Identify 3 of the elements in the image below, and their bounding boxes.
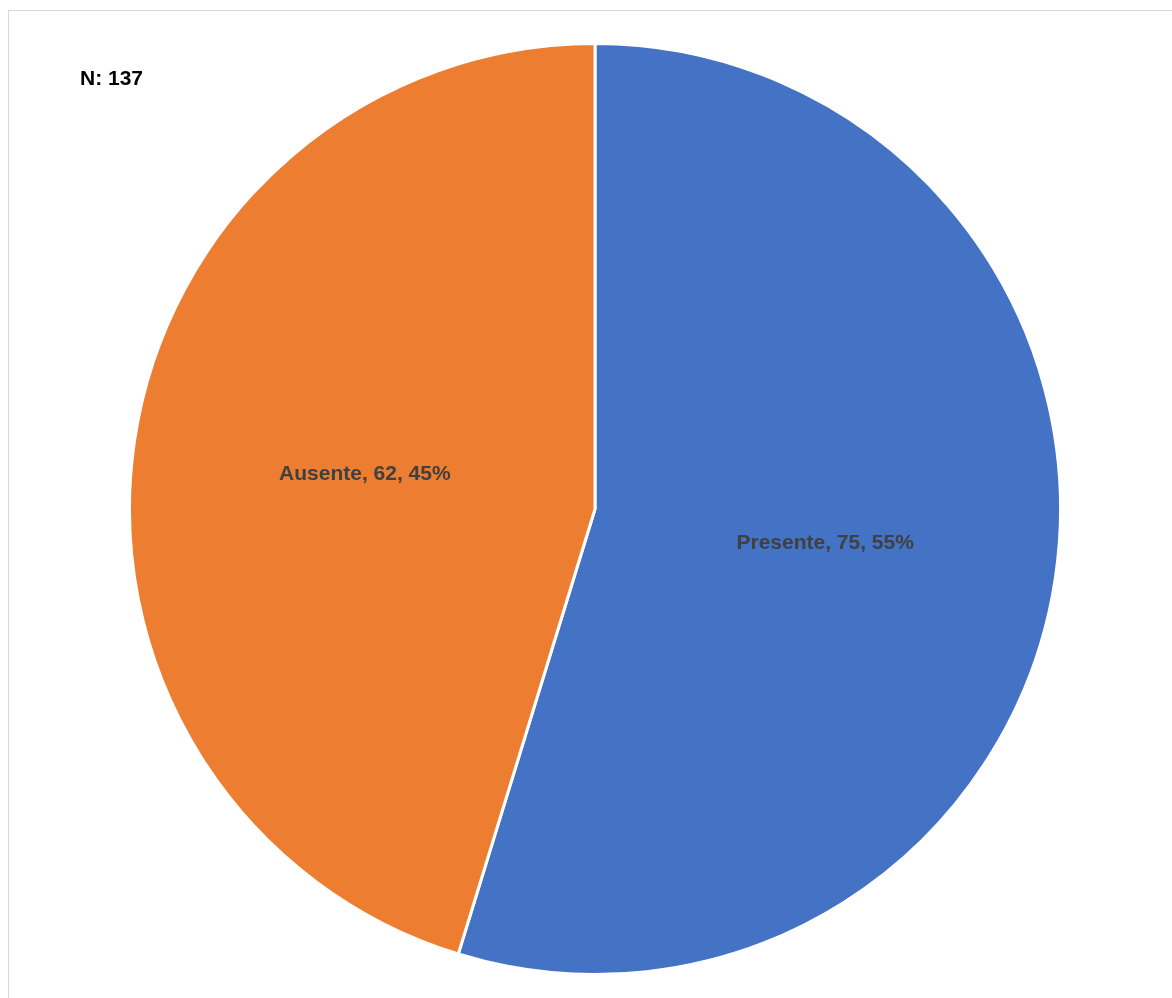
text: N: 137: [80, 66, 144, 90]
slice-label: Presente, 75, 55%: [736, 530, 915, 554]
slice-label: Ausente, 62, 45%: [279, 461, 451, 485]
